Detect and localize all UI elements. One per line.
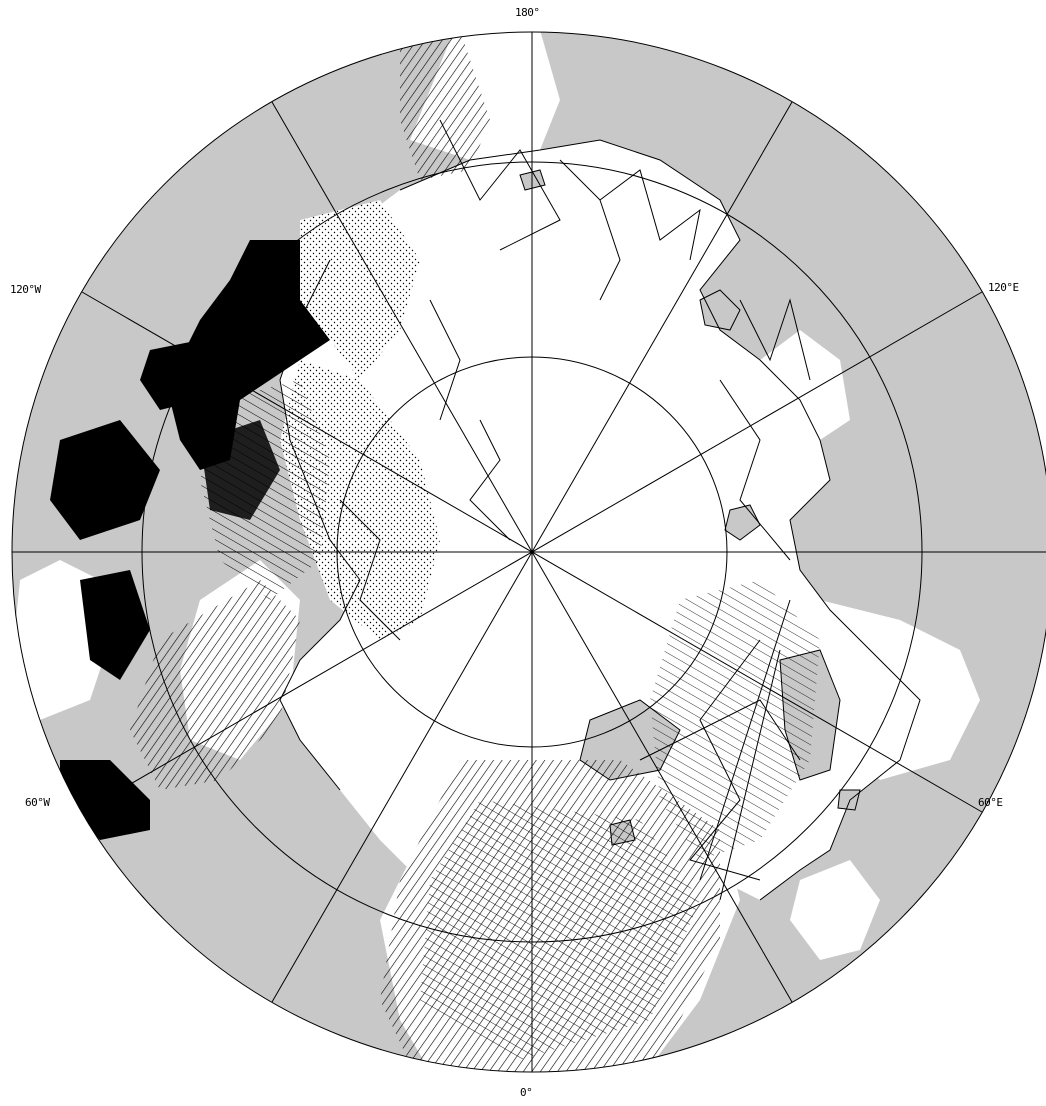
- lon-label-120e: 120°E: [988, 281, 1019, 294]
- lon-label-0: 0°: [520, 1086, 533, 1099]
- lon-label-120w: 120°W: [10, 283, 41, 296]
- graticule: [11, 31, 1046, 1073]
- east-siberian-inlet: [760, 330, 850, 440]
- lon-label-60e: 60°E: [978, 796, 1003, 809]
- white-sea: [790, 860, 880, 960]
- canadian-archipelago-tracks: [50, 420, 160, 540]
- lon-label-60w: 60°W: [25, 796, 50, 809]
- canadian-archipelago-tracks: [170, 240, 330, 470]
- canadian-archipelago-tracks: [140, 340, 230, 410]
- track-mesh-archipelago: [200, 380, 330, 600]
- island: [837, 789, 861, 811]
- track-mesh-nordic: [420, 800, 700, 1060]
- cruise-tracks: [339, 119, 811, 901]
- track-mesh-barents: [650, 580, 820, 860]
- coastline: [279, 259, 361, 791]
- island: [699, 289, 741, 331]
- track-mesh-baffin: [130, 580, 300, 790]
- coastline: [399, 139, 921, 901]
- stipple-zone: [300, 200, 420, 380]
- track-mesh-chukchi: [400, 32, 490, 180]
- lon-label-180: 180°: [515, 6, 540, 19]
- canadian-archipelago-tracks: [80, 570, 150, 680]
- meridian-120: [81, 291, 983, 813]
- kara-sea: [800, 600, 980, 780]
